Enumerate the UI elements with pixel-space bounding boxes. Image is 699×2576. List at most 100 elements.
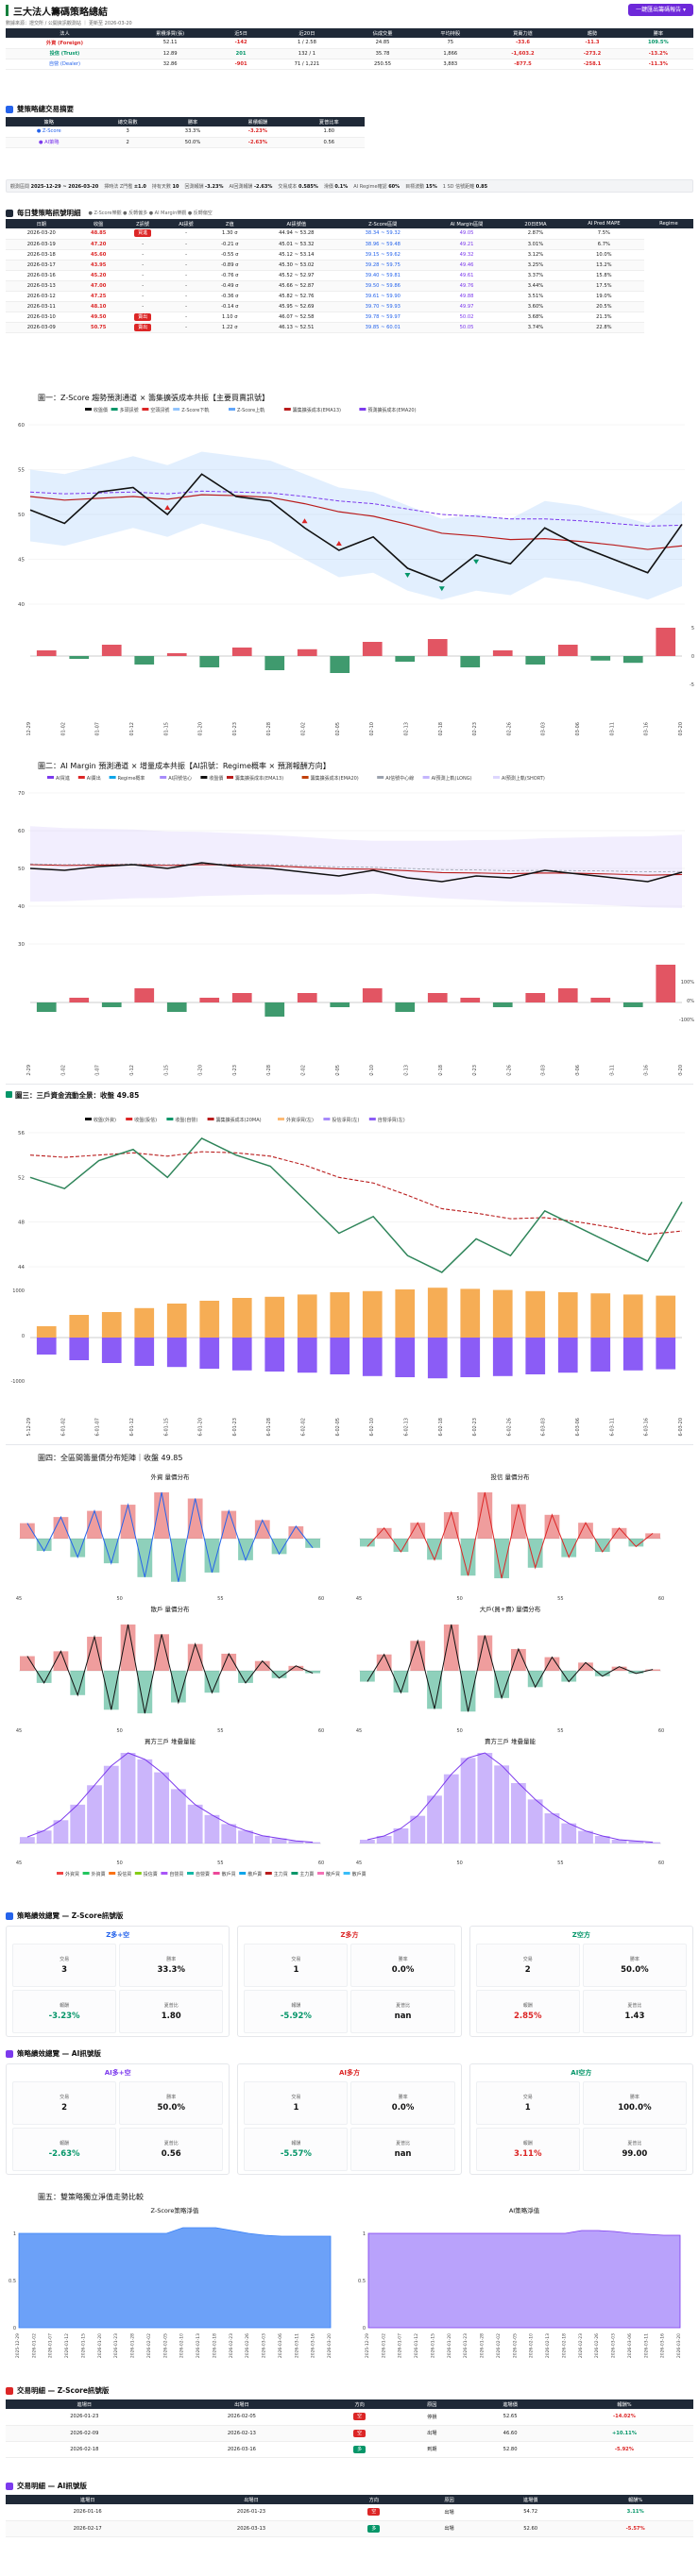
daily-cell: -: [165, 280, 207, 292]
metric-value: 1.80: [161, 2012, 181, 2021]
info-item: 目標波動 15%: [405, 183, 437, 190]
chart4-legend-swatch: [187, 1872, 194, 1875]
chart1-lower-bar: [231, 648, 252, 656]
metric-cell: 報酬 2.85%: [475, 1990, 580, 2033]
chart4-bar: [460, 1758, 476, 1844]
export-button[interactable]: 一鍵匯出籌碼報告 ▾: [628, 4, 693, 16]
chart4-bar: [611, 1840, 627, 1844]
chart3-neg-bar: [330, 1338, 350, 1374]
chart4-bar: [477, 1753, 493, 1844]
metric-value: -3.23%: [48, 2012, 80, 2021]
info-item: 滑價 0.1%: [324, 183, 348, 190]
chart1-legend-swatch: [85, 408, 92, 411]
chart1-lower-bar: [69, 656, 90, 659]
chart4-x-tick: 55: [217, 1860, 223, 1866]
daily-cell: 3.74%: [506, 322, 564, 333]
chart2-legend-swatch: [227, 776, 233, 779]
chart4-legend-swatch: [317, 1872, 324, 1875]
chart4-bar: [427, 1671, 442, 1709]
summary-cell: 32.86: [123, 59, 217, 70]
chart3-pos-bar: [362, 1290, 383, 1338]
chart1-tick-label: 55: [18, 468, 25, 474]
metric-cell: 勝率 50.0%: [119, 2081, 224, 2125]
chart4-bar: [360, 1539, 375, 1547]
table-row: 2026-03-16 45.20- - -0.76 σ 45.52 ~ 52.97 39.…: [6, 270, 693, 281]
chart2-x-tick: 2026-02-13: [403, 1065, 409, 1076]
chart4-bar: [120, 1505, 136, 1539]
chart-distribution-svg: 圖四：全區間籌量價分布矩陣｜收盤 49.85 外資 量價分布 45 50 55 60 投信 …: [16, 1453, 664, 1877]
daily-cell: 2026-03-19: [6, 239, 77, 250]
summary-cell: 109.5%: [622, 38, 693, 49]
chart5-x-tick: 2026-01-12: [414, 2333, 419, 2358]
table-row: 2026-03-18 45.60- - -0.55 σ 45.12 ~ 53.14 39.…: [6, 249, 693, 261]
chart5-x-tick: 2026-03-20: [327, 2333, 332, 2358]
info-item: 持有天數 10: [152, 183, 179, 190]
chart2-x-tick: 2026-01-23: [232, 1065, 238, 1076]
chart1-x-tick: 2026-03-20: [678, 722, 684, 736]
chart2-legend-label: Regime概率: [118, 775, 145, 782]
chart3-x-tick: 2026-03-20: [678, 1418, 684, 1437]
chart5-x-tick: 2026-02-23: [578, 2333, 584, 2358]
chart1-legend-label: 收盤價: [94, 407, 108, 413]
chart2-legend-label: AI訊號信心: [168, 775, 192, 782]
daily-cell: 39.40 ~ 59.81: [339, 270, 427, 281]
table-row: 2026-03-13 47.00- - -0.49 σ 45.66 ~ 52.87 39.…: [6, 280, 693, 292]
chart4-bar: [221, 1653, 237, 1671]
trade-z-header-3: 原因: [399, 2399, 466, 2409]
table-row: 2026-03-12 47.25- - -0.36 σ 45.82 ~ 52.76 39.…: [6, 291, 693, 302]
metric-cell: 勝率 0.0%: [350, 1944, 455, 1987]
signal-badge: 買進: [134, 229, 152, 238]
chart1-x-tick: 2026-02-13: [403, 722, 409, 736]
summary-header-3: 近20日: [264, 28, 350, 38]
daily-cell: 1.10 σ: [206, 311, 254, 323]
chart-ai-svg: 圖二：AI Margin 預測通道 × 增量成本共振【AI訊號：Regime概率…: [18, 761, 694, 1076]
trade-ai-header-0: 進場日: [6, 2495, 170, 2504]
chart5-area: [367, 2230, 681, 2329]
chart4-bar: [544, 1657, 560, 1671]
chart2-legend-swatch: [109, 776, 116, 779]
daily-cell: 45.60: [77, 249, 120, 261]
chart2-lower-bar: [622, 1002, 643, 1007]
chart4-x-tick: 45: [356, 1728, 362, 1734]
daily-cell: 49.88: [426, 291, 507, 302]
chart3-pos-bar: [656, 1295, 676, 1338]
info-value: -2.63%: [253, 183, 273, 190]
daily-header-6: Z-Score區間: [339, 219, 427, 228]
chart4-bar: [87, 1785, 102, 1844]
direction-badge: 空: [353, 2413, 367, 2421]
chart3-neg-bar: [36, 1338, 57, 1355]
trade-z-cell: +10.11%: [554, 2425, 693, 2442]
metric-cell: 交易 2: [12, 2081, 117, 2125]
chart3-neg-bar: [69, 1338, 90, 1360]
chart4-bar: [527, 1799, 543, 1844]
chart4-legend-label: 投信賣: [144, 1871, 158, 1877]
trade-z-cell: 46.60: [465, 2425, 555, 2442]
compare-cell: 0.56: [293, 137, 365, 148]
card-grid: 交易 2 勝率 50.0% 報酬 -2.63% 夏普比 0.56: [12, 2081, 224, 2171]
metric-label: 交易: [60, 2095, 70, 2100]
daily-cell: -0.76 σ: [206, 270, 254, 281]
strategy-card: Z多+空 交易 3 勝率 33.3% 報酬 -3.23% 夏普比 1.80: [6, 1926, 230, 2037]
summary-header-7: 趨勢: [561, 28, 623, 38]
chart4-bar: [204, 1671, 220, 1693]
chart2-lower-tick: 0%: [687, 999, 694, 1004]
chart2-lower-bar: [492, 1002, 513, 1007]
chart3-title-icon: [6, 1091, 12, 1098]
info-key: 目標波動: [405, 183, 426, 190]
chart1-lower-bar: [525, 656, 546, 665]
chart3-legend-label: 收盤(自營): [175, 1117, 197, 1123]
metric-value: nan: [394, 2149, 412, 2159]
card-grid: 交易 2 勝率 50.0% 報酬 2.85% 夏普比 1.43: [475, 1944, 687, 2033]
info-key: 持有天數: [151, 183, 173, 190]
chart3-neg-bar: [166, 1338, 187, 1368]
chart5-x-tick: 2026-03-20: [676, 2333, 682, 2358]
trade-ai-cell: 2026-01-23: [169, 2504, 333, 2521]
chart5-x-tick: 2026-03-16: [311, 2333, 316, 2358]
compare-cell: -3.23%: [222, 126, 294, 138]
daily-cell: -: [165, 239, 207, 250]
chart4-bar: [120, 1625, 136, 1671]
chart1-legend-swatch: [142, 408, 149, 411]
daily-cell: 2.87%: [506, 228, 564, 240]
chart4-bar: [288, 1841, 304, 1844]
chart4-bar: [460, 1539, 476, 1576]
